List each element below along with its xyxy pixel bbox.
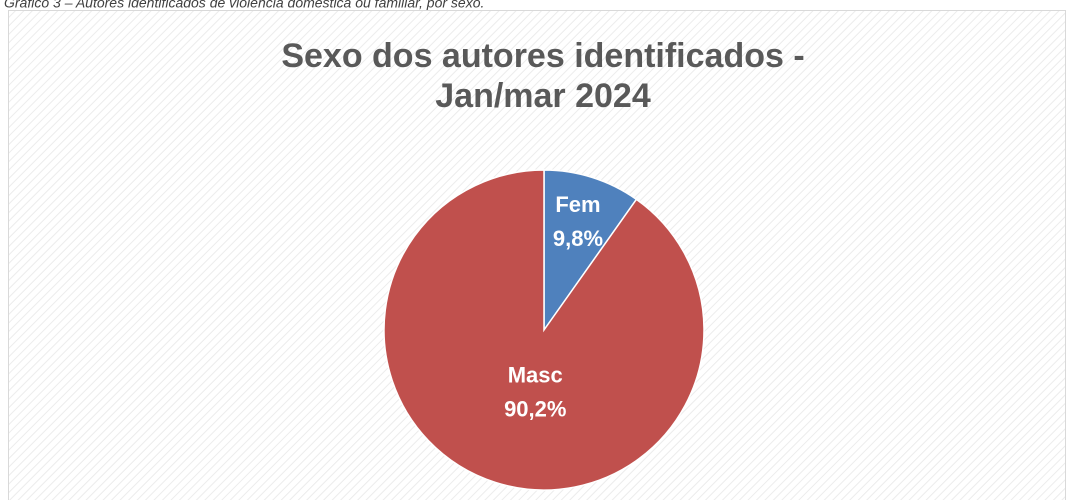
pie-slice <box>543 169 638 333</box>
chart-title: Sexo dos autores identificados - Jan/mar… <box>281 37 805 115</box>
pie: Fem 9,8% Masc 90,2% <box>383 169 705 491</box>
slice-value-label: 90,2% <box>504 396 566 421</box>
caption: Gráfico 3 – Autores identificados de vio… <box>4 0 484 11</box>
slice-category-label: Fem <box>555 192 600 217</box>
slice-value-label: 9,8% <box>553 226 603 251</box>
slice-category-label: Masc <box>508 362 563 387</box>
pie-slice <box>383 169 705 491</box>
